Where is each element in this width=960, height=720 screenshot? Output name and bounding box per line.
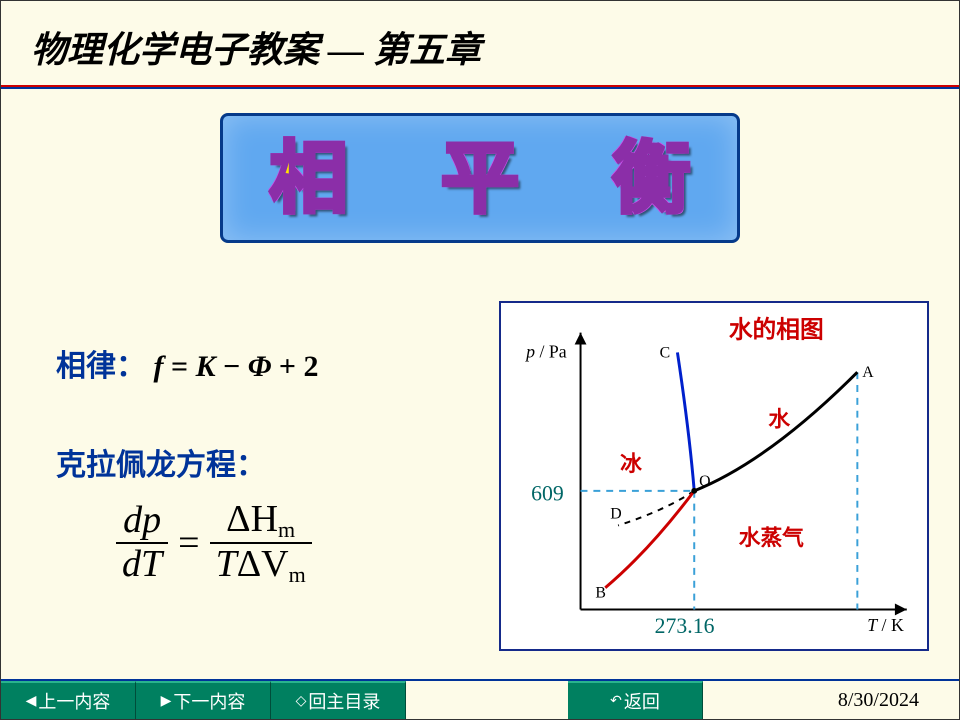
footer-date: 8/30/2024 xyxy=(838,689,959,712)
next-label: 下一内容 xyxy=(173,688,245,714)
eq-minus: − xyxy=(216,350,248,383)
var-Phi: Φ xyxy=(248,350,272,383)
T: T xyxy=(216,543,237,585)
footer-bar: ◀ 上一内容 ▶ 下一内容 ◇ 回主目录 ↶ 返回 8/30/2024 xyxy=(1,679,959,719)
x-value-273: 273.16 xyxy=(655,614,715,638)
back-label: 返回 xyxy=(624,688,660,714)
region-water: 水 xyxy=(768,408,790,432)
phase-diagram: 水的相图 p / Pa T / K 冰 水 水蒸气 A B C D O 609 … xyxy=(499,301,929,651)
undo-icon: ↶ xyxy=(610,693,622,710)
topic-banner: 相 平 衡 xyxy=(220,113,740,243)
banner-char-1: 相 xyxy=(270,139,348,217)
frac-dH-TdV: ΔHm TΔVm xyxy=(210,499,312,587)
slide: 物理化学电子教案 — 第五章 相 平 衡 相律： f = K − Φ + 2 克… xyxy=(0,0,960,720)
var-K: K xyxy=(196,350,216,383)
triangle-left-icon: ◀ xyxy=(26,693,37,710)
triangle-right-icon: ▶ xyxy=(161,693,172,710)
banner-char-2: 平 xyxy=(441,139,519,217)
pt-C: C xyxy=(660,344,671,361)
home-button[interactable]: ◇ 回主目录 xyxy=(271,681,406,719)
delta-H: ΔH xyxy=(226,498,278,540)
phase-rule-label: 相律： xyxy=(56,350,146,383)
diagram-title: 水的相图 xyxy=(729,316,824,344)
prev-label: 上一内容 xyxy=(38,688,110,714)
svg-text:p / Pa: p / Pa xyxy=(524,341,567,361)
eq-sign: = xyxy=(178,521,199,565)
home-label: 回主目录 xyxy=(308,688,380,714)
page-title: 物理化学电子教案 — 第五章 xyxy=(1,1,959,85)
pt-B: B xyxy=(595,585,606,602)
back-button[interactable]: ↶ 返回 xyxy=(568,681,703,719)
sub-m-bot: m xyxy=(289,562,306,587)
region-vapor: 水蒸气 xyxy=(739,525,804,550)
const-2: 2 xyxy=(304,350,319,383)
delta-V: ΔV xyxy=(237,543,289,585)
eq-equals: = xyxy=(164,350,196,383)
banner-char-3: 衡 xyxy=(612,139,690,217)
frac-dpdT: dp dT xyxy=(116,500,168,586)
pt-A: A xyxy=(862,364,874,381)
next-button[interactable]: ▶ 下一内容 xyxy=(136,681,271,719)
eq-plus: + xyxy=(271,350,303,383)
title-divider xyxy=(1,85,959,89)
svg-text:T / K: T / K xyxy=(867,615,904,635)
dT: dT xyxy=(116,544,168,586)
content-area: 相律： f = K − Φ + 2 克拉佩龙方程： dp dT = ΔHm TΔ… xyxy=(56,311,919,659)
var-f: f xyxy=(154,350,164,383)
diamond-icon: ◇ xyxy=(296,693,307,710)
region-ice: 冰 xyxy=(620,452,642,476)
y-value-609: 609 xyxy=(531,482,564,506)
sub-m-top: m xyxy=(278,517,295,542)
pt-D: D xyxy=(610,506,621,523)
pt-O: O xyxy=(699,473,710,490)
dp: dp xyxy=(117,500,167,542)
y-axis-var: p xyxy=(524,341,535,361)
prev-button[interactable]: ◀ 上一内容 xyxy=(1,681,136,719)
